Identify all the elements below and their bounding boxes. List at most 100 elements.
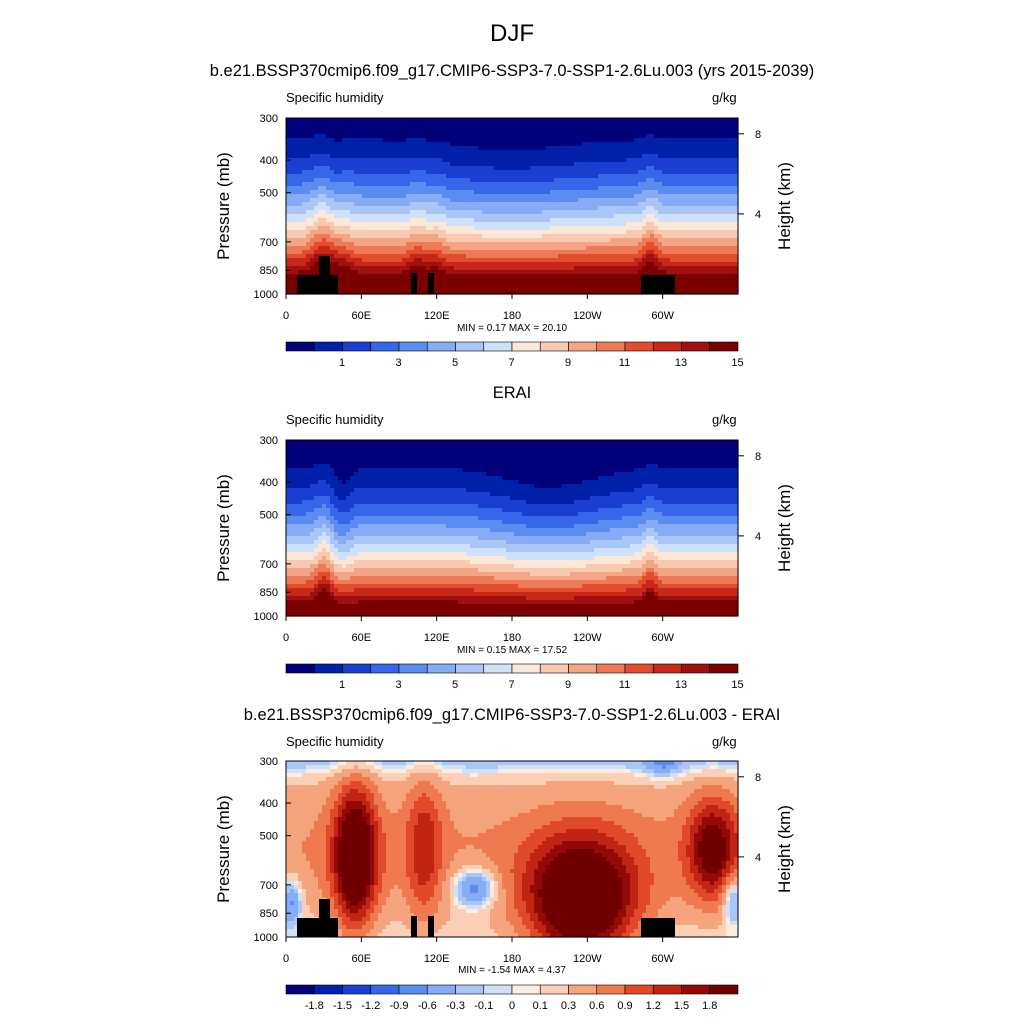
- heatmap-cell: [626, 158, 631, 163]
- heatmap-cell: [486, 206, 491, 211]
- heatmap-cell: [554, 238, 559, 243]
- heatmap-cell: [598, 242, 603, 247]
- heatmap-cell: [522, 242, 527, 247]
- heatmap-cell: [378, 186, 383, 191]
- heatmap-cell: [410, 226, 415, 231]
- heatmap-cell: [502, 202, 507, 207]
- heatmap-cell: [374, 282, 379, 287]
- heatmap-cell: [358, 162, 363, 167]
- heatmap-cell: [414, 246, 419, 251]
- heatmap-cell: [566, 126, 571, 131]
- heatmap-cell: [558, 170, 563, 175]
- heatmap-cell: [366, 178, 371, 183]
- heatmap-cell: [474, 242, 479, 247]
- heatmap-cell: [394, 250, 399, 255]
- heatmap-cell: [682, 262, 687, 267]
- heatmap-cell: [682, 158, 687, 163]
- heatmap-cell: [458, 214, 463, 219]
- heatmap-cell: [462, 122, 467, 127]
- heatmap-cell: [350, 226, 355, 231]
- heatmap-cell: [658, 202, 663, 207]
- heatmap-cell: [398, 278, 403, 283]
- heatmap-cell: [422, 158, 427, 163]
- heatmap-cell: [502, 178, 507, 183]
- heatmap-cell: [510, 194, 515, 199]
- heatmap-cell: [446, 158, 451, 163]
- heatmap-cell: [722, 122, 727, 127]
- heatmap-cell: [706, 146, 711, 151]
- heatmap-cell: [542, 162, 547, 167]
- heatmap-cell: [386, 258, 391, 263]
- heatmap-cell: [642, 162, 647, 167]
- heatmap-cell: [614, 210, 619, 215]
- heatmap-cell: [470, 206, 475, 211]
- heatmap-cell: [402, 174, 407, 179]
- heatmap-cell: [646, 270, 651, 275]
- heatmap-cell: [470, 262, 475, 267]
- heatmap-cell: [358, 190, 363, 195]
- heatmap-cell: [446, 222, 451, 227]
- heatmap-cell: [642, 242, 647, 247]
- heatmap-cell: [446, 218, 451, 223]
- heatmap-cell: [350, 130, 355, 135]
- heatmap-cell: [622, 194, 627, 199]
- heatmap-cell: [690, 158, 695, 163]
- heatmap-cell: [422, 198, 427, 203]
- heatmap-cell: [594, 286, 599, 291]
- heatmap-cell: [370, 142, 375, 147]
- heatmap-cell: [394, 222, 399, 227]
- heatmap-cell: [586, 218, 591, 223]
- heatmap-cell: [554, 158, 559, 163]
- heatmap-cell: [570, 122, 575, 127]
- heatmap-cell: [458, 266, 463, 271]
- heatmap-cell: [334, 202, 339, 207]
- heatmap-cell: [650, 202, 655, 207]
- heatmap-cell: [442, 194, 447, 199]
- heatmap-cell: [582, 210, 587, 215]
- heatmap-cell: [410, 222, 415, 227]
- heatmap-cell: [302, 186, 307, 191]
- heatmap-cell: [570, 266, 575, 271]
- heatmap-cell: [726, 130, 731, 135]
- heatmap-cell: [398, 118, 403, 123]
- heatmap-cell: [698, 234, 703, 239]
- heatmap-cell: [674, 146, 679, 151]
- heatmap-cell: [710, 274, 715, 279]
- heatmap-cell: [558, 214, 563, 219]
- heatmap-cell: [602, 150, 607, 155]
- heatmap-cell: [366, 282, 371, 287]
- heatmap-cell: [338, 130, 343, 135]
- heatmap-cell: [626, 138, 631, 143]
- heatmap-cell: [622, 190, 627, 195]
- heatmap-cell: [462, 134, 467, 139]
- heatmap-cell: [534, 142, 539, 147]
- heatmap-cell: [722, 126, 727, 131]
- heatmap-cell: [322, 206, 327, 211]
- heatmap-cell: [678, 154, 683, 159]
- heatmap-cell: [490, 154, 495, 159]
- heatmap-cell: [614, 190, 619, 195]
- heatmap-cell: [618, 198, 623, 203]
- heatmap-cell: [314, 218, 319, 223]
- heatmap-cell: [570, 226, 575, 231]
- heatmap-cell: [386, 194, 391, 199]
- heatmap-cell: [466, 194, 471, 199]
- heatmap-cell: [606, 238, 611, 243]
- heatmap-cell: [610, 242, 615, 247]
- heatmap-cell: [442, 138, 447, 143]
- heatmap-cell: [586, 254, 591, 259]
- heatmap-cell: [442, 262, 447, 267]
- heatmap-cell: [470, 202, 475, 207]
- heatmap-cell: [670, 190, 675, 195]
- heatmap-cell: [710, 214, 715, 219]
- heatmap-cell: [438, 190, 443, 195]
- heatmap-cell: [426, 126, 431, 131]
- heatmap-cell: [398, 282, 403, 287]
- heatmap-cell: [730, 234, 735, 239]
- heatmap-cell: [442, 238, 447, 243]
- heatmap-cell: [730, 254, 735, 259]
- heatmap-cell: [670, 238, 675, 243]
- heatmap-cell: [534, 230, 539, 235]
- heatmap-cell: [626, 118, 631, 123]
- heatmap-cell: [530, 218, 535, 223]
